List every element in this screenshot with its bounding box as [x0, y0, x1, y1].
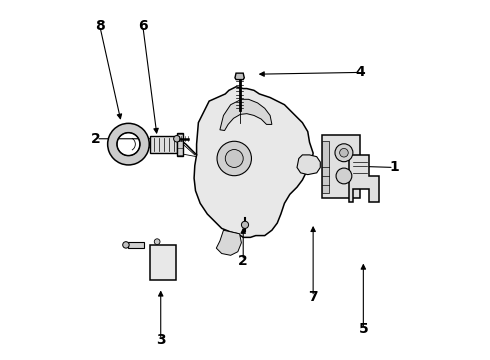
Circle shape: [154, 239, 160, 244]
Circle shape: [217, 141, 251, 176]
Polygon shape: [322, 135, 360, 198]
Text: 2: 2: [91, 132, 101, 146]
Polygon shape: [235, 73, 245, 80]
Polygon shape: [297, 155, 320, 175]
Polygon shape: [216, 230, 242, 255]
Wedge shape: [108, 123, 149, 165]
Text: 7: 7: [308, 289, 318, 303]
Circle shape: [340, 148, 348, 157]
Polygon shape: [150, 244, 176, 280]
Circle shape: [335, 144, 353, 162]
Text: 1: 1: [389, 161, 399, 175]
Polygon shape: [220, 99, 272, 131]
Polygon shape: [349, 155, 379, 202]
Circle shape: [336, 168, 352, 184]
Polygon shape: [128, 242, 144, 248]
Circle shape: [225, 149, 243, 167]
Text: 8: 8: [95, 19, 105, 33]
Text: 6: 6: [138, 19, 147, 33]
Polygon shape: [322, 140, 329, 193]
Text: 4: 4: [355, 66, 365, 80]
Text: 3: 3: [156, 333, 166, 347]
Text: 2: 2: [238, 254, 248, 268]
Polygon shape: [150, 136, 177, 153]
Polygon shape: [194, 87, 313, 237]
Text: 5: 5: [359, 322, 368, 336]
Polygon shape: [177, 133, 183, 156]
Circle shape: [173, 135, 180, 142]
Circle shape: [242, 221, 248, 228]
Circle shape: [122, 242, 129, 248]
